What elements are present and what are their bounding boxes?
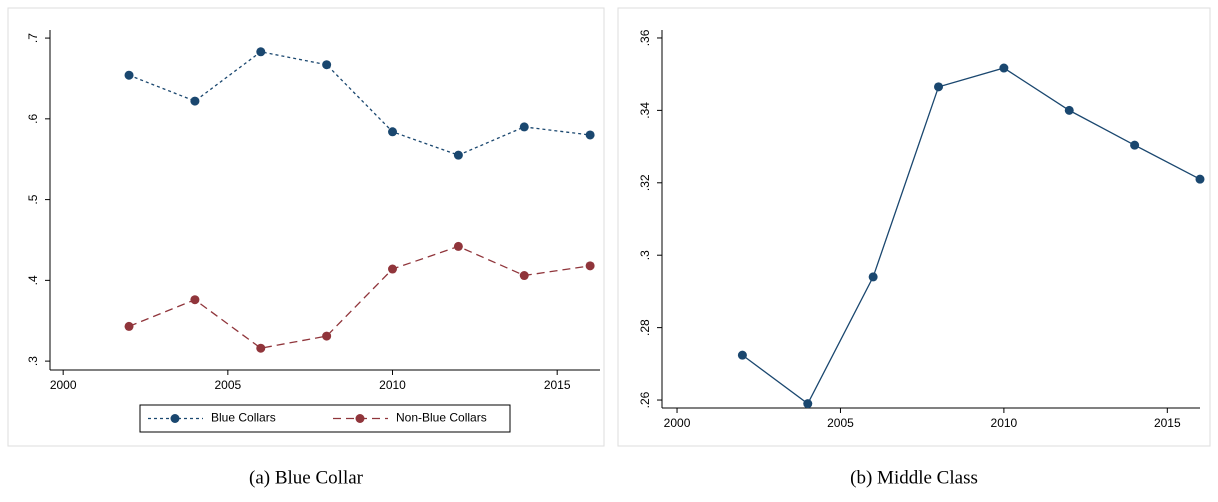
- marker: [803, 399, 813, 409]
- marker: [868, 272, 878, 282]
- marker: [453, 150, 463, 160]
- y-tick-label: .32: [638, 174, 652, 191]
- marker: [124, 70, 134, 80]
- marker: [256, 47, 266, 57]
- marker: [585, 261, 595, 271]
- x-tick-label: 2000: [664, 416, 691, 430]
- marker: [1064, 105, 1074, 115]
- y-tick-label: .5: [26, 194, 40, 204]
- marker: [388, 127, 398, 137]
- marker: [388, 264, 398, 274]
- panel-a: [7, 7, 605, 447]
- line: [128, 51, 591, 156]
- marker: [190, 96, 200, 106]
- panel-b: [617, 7, 1211, 447]
- line: [128, 245, 591, 349]
- marker: [737, 350, 747, 360]
- y-tick-label: .26: [638, 391, 652, 408]
- marker: [519, 271, 529, 281]
- caption: (b) Middle Class: [850, 467, 978, 488]
- y-tick-label: .3: [26, 356, 40, 366]
- marker: [519, 122, 529, 132]
- x-tick-label: 2015: [1154, 416, 1181, 430]
- legend-marker: [355, 414, 365, 423]
- marker: [190, 295, 200, 305]
- marker: [999, 63, 1009, 73]
- line: [742, 67, 1201, 405]
- x-tick-label: 2005: [214, 378, 241, 392]
- x-tick-label: 2010: [991, 416, 1018, 430]
- marker: [453, 241, 463, 251]
- marker: [1130, 140, 1140, 150]
- y-tick-label: .4: [26, 275, 40, 285]
- x-tick-label: 2010: [379, 378, 406, 392]
- marker: [585, 130, 595, 140]
- marker: [124, 321, 134, 331]
- marker: [256, 343, 266, 353]
- y-tick-label: .28: [638, 319, 652, 336]
- y-tick-label: .34: [638, 102, 652, 119]
- x-tick-label: 2005: [827, 416, 854, 430]
- marker: [1195, 174, 1205, 184]
- legend-label: Blue Collars: [211, 411, 276, 425]
- caption: (a) Blue Collar: [249, 467, 364, 488]
- y-tick-label: .6: [26, 114, 40, 124]
- marker: [934, 82, 944, 92]
- y-tick-label: .3: [638, 250, 652, 260]
- marker: [322, 331, 332, 341]
- legend: [139, 404, 511, 433]
- legend-marker: [170, 414, 180, 423]
- y-tick-label: .7: [26, 33, 40, 43]
- marker: [322, 60, 332, 70]
- legend-label: Non-Blue Collars: [396, 411, 487, 425]
- x-tick-label: 2000: [50, 378, 77, 392]
- x-tick-label: 2015: [544, 378, 571, 392]
- y-tick-label: .36: [638, 29, 652, 46]
